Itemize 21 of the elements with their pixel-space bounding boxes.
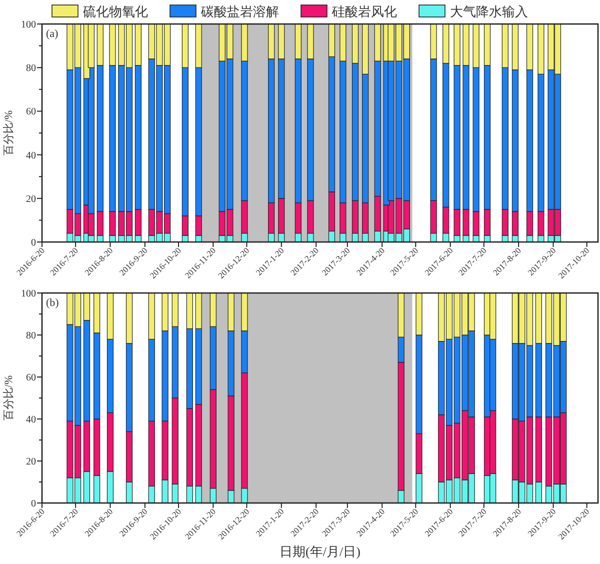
y-axis-title: 百分比/% [2, 110, 15, 156]
y-tick-label: 20 [26, 456, 36, 468]
legend-label: 碳酸盐岩溶解 [200, 4, 279, 19]
y-tick-label: 0 [31, 238, 36, 248]
y-tick-label: 100 [21, 288, 36, 300]
y-tick-label: 80 [26, 63, 36, 74]
y-tick-label: 0 [31, 498, 36, 510]
y-tick-label: 60 [26, 372, 36, 384]
y-tick-label: 20 [26, 194, 36, 205]
y-tick-label: 100 [21, 20, 36, 30]
chart-title: (a) [46, 28, 59, 40]
y-tick-label: 80 [26, 330, 36, 342]
legend-label: 硫化物氧化 [83, 4, 148, 19]
y-axis-title: 百分比/% [2, 375, 15, 421]
legend-label: 大气降水输入 [450, 4, 528, 19]
y-tick-label: 40 [26, 150, 36, 162]
legend-label: 硅酸岩风化 [331, 4, 397, 19]
x-axis-title: 日期(年/月/日) [280, 544, 360, 559]
y-tick-label: 60 [26, 106, 36, 118]
chart-title: (b) [46, 297, 60, 309]
y-tick-label: 40 [26, 414, 36, 426]
